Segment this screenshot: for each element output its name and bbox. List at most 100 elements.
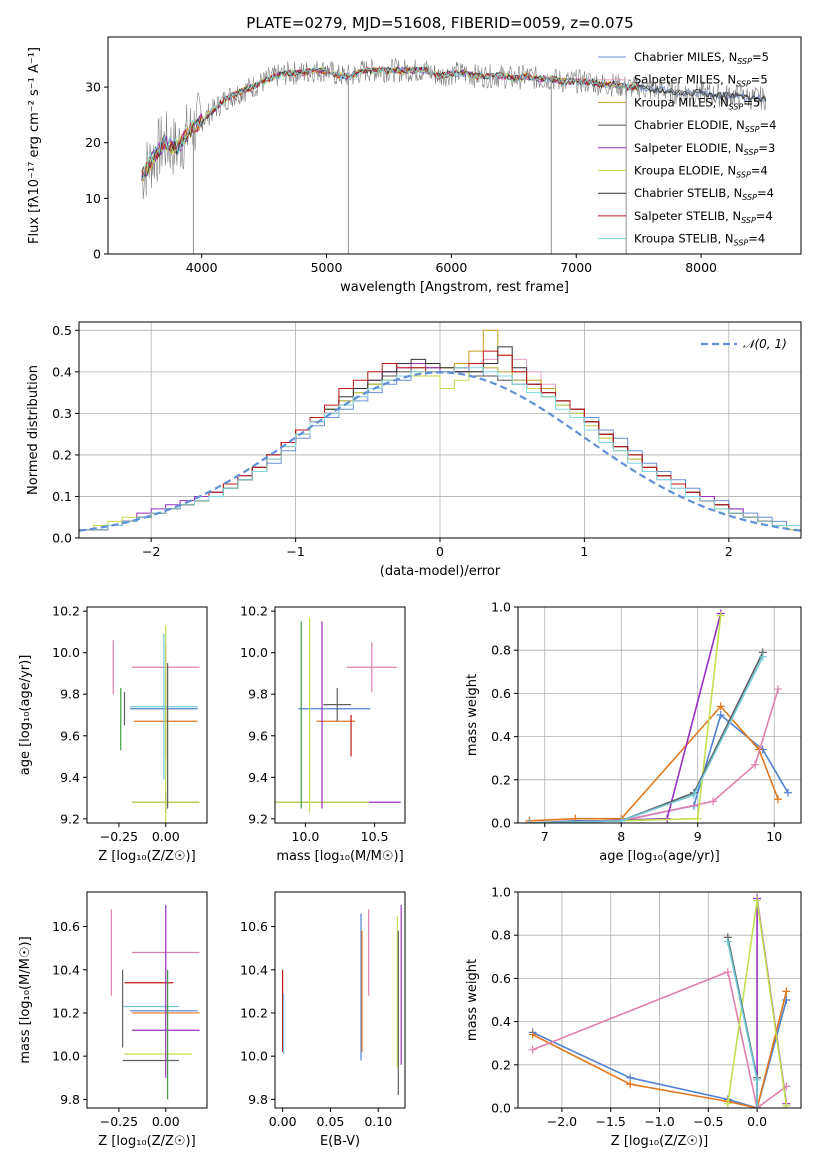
weight-line xyxy=(529,656,764,823)
y-tick-label: 0.3 xyxy=(52,406,72,421)
y-tick-label: 0.6 xyxy=(491,971,511,986)
y-tick-label: 9.2 xyxy=(248,811,268,826)
weight-marker xyxy=(716,611,725,620)
model-spectrum xyxy=(141,65,767,180)
legend-label: Chabrier STELIB, NSSP=4 xyxy=(634,186,774,202)
panel-spectrum: Chabrier MILES, NSSP=5 Salpeter MILES, NS… xyxy=(27,36,802,295)
legend-label: Kroupa STELIB, NSSP=4 xyxy=(634,232,765,248)
y-tick-label: 1.0 xyxy=(491,600,511,615)
x-tick-label: 8000 xyxy=(685,260,717,275)
x-tick-label: 7 xyxy=(541,829,549,844)
legend-suffix: =4 xyxy=(757,186,774,200)
y-tick-label: 0.1 xyxy=(52,489,72,504)
legend-sub: SSP xyxy=(729,102,744,111)
plot-area xyxy=(275,617,401,813)
x-axis-label: (data-model)/error xyxy=(380,564,501,579)
x-axis-label: mass [log₁₀(M/M☉)] xyxy=(276,849,403,864)
legend-label: Salpeter ELODIE, NSSP=3 xyxy=(634,141,775,157)
y-tick-label: 9.8 xyxy=(248,1092,268,1107)
panel-mass_vs_EBV: 0.00 0.05 0.10 9.8 10.0 10.2 10.4 10.6 E(B-V) xyxy=(240,891,406,1149)
y-tick-label: 0.8 xyxy=(491,643,511,658)
panel-mass_vs_Z: −0.25 0.00 9.8 10.0 10.2 10.4 10.6 Z [log₁₀(Z/Z… xyxy=(18,891,208,1149)
legend-label: Salpeter STELIB, NSSP=4 xyxy=(634,209,773,225)
weight-marker xyxy=(693,814,702,823)
weight-line xyxy=(529,688,779,823)
x-tick-label: −1 xyxy=(286,544,304,559)
y-tick-label: 0.5 xyxy=(52,323,72,338)
plot-area xyxy=(110,904,200,1100)
weight-marker xyxy=(782,1101,791,1108)
y-tick-label: 0.4 xyxy=(491,729,511,744)
panel-weight_vs_age: 7 8 9 10 0.0 0.2 0.4 0.6 0.8 1.0 age [log₁₀(age/yr… xyxy=(465,600,802,864)
x-tick-label: 8 xyxy=(617,829,625,844)
legend-label: Salpeter MILES, NSSP=5 xyxy=(634,73,768,89)
x-tick-label: 7000 xyxy=(560,260,592,275)
panel-age_vs_mass: 10.0 10.5 9.2 9.4 9.6 9.8 10.0 10.2 mass [log₁₀(… xyxy=(240,604,406,864)
weight-marker xyxy=(528,1030,537,1039)
y-tick-label: 10.0 xyxy=(52,645,80,660)
y-tick-label: 10.6 xyxy=(240,919,268,934)
y-tick-label: 30 xyxy=(85,80,101,95)
x-tick-label: −0.25 xyxy=(100,1114,138,1129)
weight-marker xyxy=(617,816,626,823)
x-tick-label: 0.00 xyxy=(269,1114,297,1129)
x-tick-label: −1.0 xyxy=(644,1114,674,1129)
axes-frame xyxy=(517,606,802,824)
x-axis-label: Z [log₁₀(Z/Z☉)] xyxy=(98,849,195,864)
weight-line xyxy=(529,652,764,823)
legend-label: 𝒩(0, 1) xyxy=(743,337,787,351)
normal-curve xyxy=(79,371,801,532)
y-tick-label: 0.8 xyxy=(491,928,511,943)
y-tick-label: 10 xyxy=(85,191,101,206)
legend-suffix: =4 xyxy=(760,118,777,132)
y-tick-label: 1.0 xyxy=(491,885,511,900)
weight-line xyxy=(727,941,758,1108)
weight-marker xyxy=(723,967,732,976)
legend-sub: SSP xyxy=(745,125,760,134)
legend-sub: SSP xyxy=(742,193,757,202)
weight-marker xyxy=(774,685,783,694)
y-axis-label: mass weight xyxy=(465,674,480,756)
x-tick-label: 2 xyxy=(725,544,733,559)
x-tick-label: 0.00 xyxy=(152,1114,180,1129)
panel-age_vs_Z: −0.25 0.00 9.2 9.4 9.6 9.8 10.0 10.2 Z [log₁₀(Z/… xyxy=(18,604,208,864)
x-tick-label: 0.10 xyxy=(364,1114,392,1129)
weight-marker xyxy=(723,937,732,946)
x-tick-label: −0.5 xyxy=(693,1114,723,1129)
plot-area xyxy=(141,58,767,254)
weight-marker xyxy=(709,797,718,806)
weight-marker xyxy=(753,1075,762,1084)
weight-marker xyxy=(528,1045,537,1054)
y-tick-label: 10.0 xyxy=(240,1049,268,1064)
x-tick-label: 0 xyxy=(436,544,444,559)
x-tick-label: 1 xyxy=(580,544,588,559)
x-tick-label: 10 xyxy=(766,829,782,844)
x-tick-label: −1.5 xyxy=(596,1114,626,1129)
axes-frame xyxy=(274,891,406,1109)
y-tick-label: 9.8 xyxy=(248,687,268,702)
y-tick-label: 9.6 xyxy=(248,728,268,743)
x-tick-label: 0.05 xyxy=(317,1114,345,1129)
y-tick-label: 0.2 xyxy=(491,1057,511,1072)
x-tick-label: 10.0 xyxy=(292,829,320,844)
legend-label: Chabrier MILES, NSSP=5 xyxy=(634,50,769,66)
weight-marker xyxy=(751,760,760,769)
y-tick-label: 10.2 xyxy=(240,604,268,619)
legend-label: Chabrier ELODIE, NSSP=4 xyxy=(634,118,776,134)
y-tick-label: 9.6 xyxy=(60,728,80,743)
y-tick-label: 10.2 xyxy=(52,1005,80,1020)
y-tick-label: 0.2 xyxy=(52,447,72,462)
legend-suffix: =5 xyxy=(751,73,768,87)
weight-line xyxy=(529,613,722,823)
y-tick-label: 10.4 xyxy=(52,962,80,977)
legend-suffix: =5 xyxy=(743,95,760,109)
x-tick-label: −2.0 xyxy=(547,1114,577,1129)
model-spectrum xyxy=(141,66,639,177)
x-axis-label: Z [log₁₀(Z/Z☉)] xyxy=(611,1134,708,1149)
y-axis-label: mass weight xyxy=(465,959,480,1041)
y-tick-label: 0 xyxy=(93,247,101,262)
x-tick-label: 4000 xyxy=(186,260,218,275)
x-tick-label: 0.0 xyxy=(747,1114,767,1129)
legend-sub: SSP xyxy=(744,148,759,157)
